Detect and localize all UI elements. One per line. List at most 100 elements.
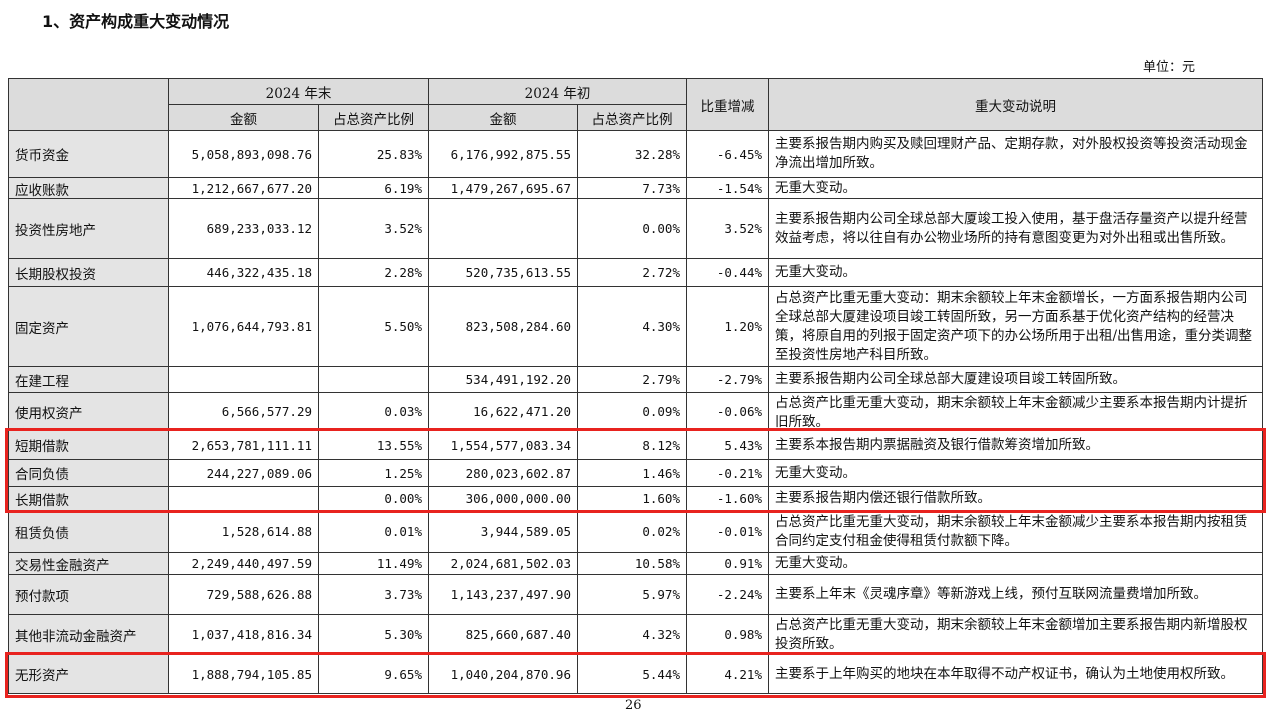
end-amount-cell: 446,322,435.18 [168, 258, 319, 287]
start-ratio-cell-text: 1.60% [642, 491, 680, 506]
end-amount-cell-text: 689,233,033.12 [206, 221, 312, 236]
start-ratio-cell-text: 0.02% [642, 524, 680, 539]
item-cell: 固定资产 [8, 286, 169, 367]
end-ratio-cell-text: 3.73% [384, 587, 422, 602]
end-ratio-cell-text: 5.30% [384, 627, 422, 642]
start-amount-cell-text: 534,491,192.20 [465, 372, 571, 387]
table-row: 在建工程 534,491,192.20 2.79% -2.79% 主要系报告期内公司全球… [8, 366, 1263, 393]
explanation-cell-text: 占总资产比重无重大变动，期末余额较上年末金额减少主要系本报告期内按租赁合同约定支… [775, 513, 1248, 549]
item-cell: 短期借款 [8, 430, 169, 460]
start-ratio-cell-text: 10.58% [634, 556, 680, 571]
explanation-cell-text: 主要系本报告期内票据融资及银行借款筹资增加所致。 [775, 436, 1099, 453]
start-ratio-cell-text: 5.97% [642, 587, 680, 602]
explanation-cell: 主要系于上年购买的地块在本年取得不动产权证书，确认为土地使用权所致。 [768, 654, 1263, 694]
start-amount-cell: 823,508,284.60 [428, 286, 578, 367]
change-cell: -2.24% [686, 574, 769, 615]
explanation-cell-text: 主要系上年末《灵魂序章》等新游戏上线，预付互联网流量费增加所致。 [775, 586, 1207, 602]
end-ratio-cell-text: 3.52% [384, 221, 422, 236]
explanation-cell-text: 主要系报告期内公司全球总部大厦建设项目竣工转固所致。 [775, 371, 1126, 387]
explanation-cell-text: 主要系报告期内偿还银行借款所致。 [775, 490, 991, 506]
start-amount-cell: 6,176,992,875.55 [428, 130, 578, 178]
item-cell-text: 在建工程 [15, 373, 69, 390]
change-cell: 3.52% [686, 198, 769, 259]
end-ratio-cell: 0.03% [318, 392, 429, 431]
start-amount-cell: 1,479,267,695.67 [428, 177, 578, 199]
start-amount-cell [428, 198, 578, 259]
end-ratio-cell: 9.65% [318, 654, 429, 694]
start-amount-cell: 2,024,681,502.03 [428, 552, 578, 575]
end-amount-cell-text: 5,058,893,098.76 [191, 146, 312, 162]
end-amount-cell-text: 729,588,626.88 [206, 587, 312, 602]
item-cell-text: 投资性房地产 [15, 222, 96, 239]
end-amount-cell [168, 486, 319, 511]
explanation-cell: 无重大变动。 [768, 552, 1263, 575]
end-amount-cell: 1,037,418,816.34 [168, 614, 319, 655]
header-item [8, 78, 169, 131]
end-amount-cell-text: 1,037,418,816.34 [191, 627, 312, 642]
change-cell-text: -0.44% [716, 265, 762, 280]
change-cell: -0.01% [686, 510, 769, 553]
end-ratio-cell: 5.50% [318, 286, 429, 367]
table-row: 租赁负债 1,528,614.88 0.01% 3,944,589.05 0.02% -0… [8, 510, 1263, 553]
explanation-cell: 无重大变动。 [768, 177, 1263, 199]
change-cell: 4.21% [686, 654, 769, 694]
table-row: 应收账款 1,212,667,677.20 6.19% 1,479,267,695.6… [8, 177, 1263, 199]
header-start-2024: 2024 年初 [428, 78, 687, 105]
explanation-cell-text: 无重大变动。 [775, 555, 856, 571]
start-amount-cell-text: 1,143,237,497.90 [450, 587, 571, 602]
item-cell-text: 无形资产 [15, 668, 69, 684]
start-amount-cell-text: 3,944,589.05 [480, 524, 571, 539]
end-ratio-cell: 11.49% [318, 552, 429, 575]
explanation-cell: 无重大变动。 [768, 258, 1263, 287]
end-ratio-cell-text: 6.19% [384, 180, 422, 196]
end-amount-cell-text: 6,566,577.29 [221, 404, 312, 419]
start-ratio-cell: 32.28% [577, 130, 687, 178]
end-ratio-cell-text: 0.01% [384, 524, 422, 539]
end-amount-cell: 1,888,794,105.85 [168, 654, 319, 694]
explanation-cell-text: 无重大变动。 [775, 464, 856, 481]
end-ratio-cell-text: 13.55% [376, 437, 422, 453]
item-cell-text: 短期借款 [15, 439, 69, 455]
start-ratio-cell-text: 2.72% [642, 265, 680, 280]
start-amount-cell: 16,622,471.20 [428, 392, 578, 431]
end-amount-cell: 2,249,440,497.59 [168, 552, 319, 575]
end-ratio-cell: 5.30% [318, 614, 429, 655]
table-row: 交易性金融资产 2,249,440,497.59 11.49% 2,024,681,5… [8, 552, 1263, 575]
item-cell: 交易性金融资产 [8, 552, 169, 575]
explanation-cell: 主要系报告期内公司全球总部大厦竣工投入使用，基于盘活存量资产以提升经营效益考虑，… [768, 198, 1263, 259]
table-row: 预付款项 729,588,626.88 3.73% 1,143,237,497.90 5… [8, 574, 1263, 615]
start-amount-cell-text: 1,040,204,870.96 [450, 666, 571, 682]
explanation-cell: 无重大变动。 [768, 459, 1263, 487]
end-amount-cell: 2,653,781,111.11 [168, 430, 319, 460]
change-cell-text: -0.06% [716, 404, 762, 419]
start-amount-cell-text: 1,554,577,083.34 [450, 437, 571, 453]
item-cell: 长期借款 [8, 486, 169, 511]
header-end-2024: 2024 年末 [168, 78, 429, 105]
start-ratio-cell: 1.60% [577, 486, 687, 511]
end-amount-cell: 5,058,893,098.76 [168, 130, 319, 178]
change-cell: -1.54% [686, 177, 769, 199]
start-amount-cell: 520,735,613.55 [428, 258, 578, 287]
explanation-cell-text: 主要系报告期内公司全球总部大厦竣工投入使用，基于盘活存量资产以提升经营效益考虑，… [775, 210, 1248, 246]
item-cell-text: 使用权资产 [15, 405, 83, 422]
item-cell-text: 固定资产 [15, 320, 69, 337]
start-amount-cell-text: 6,176,992,875.55 [450, 146, 571, 162]
explanation-cell-text: 主要系于上年购买的地块在本年取得不动产权证书，确认为土地使用权所致。 [775, 665, 1234, 682]
end-ratio-cell [318, 366, 429, 393]
start-amount-cell: 534,491,192.20 [428, 366, 578, 393]
end-amount-cell: 689,233,033.12 [168, 198, 319, 259]
item-cell-text: 应收账款 [15, 182, 69, 198]
change-cell-text: 0.91% [724, 556, 762, 571]
item-cell-text: 租赁负债 [15, 525, 69, 542]
end-amount-cell: 1,076,644,793.81 [168, 286, 319, 367]
item-cell: 无形资产 [8, 654, 169, 694]
end-ratio-cell: 3.52% [318, 198, 429, 259]
explanation-cell-text: 占总资产比重无重大变动：期末余额较上年末金额增长，一方面系报告期内公司全球总部大… [775, 289, 1253, 363]
start-amount-cell-text: 280,023,602.87 [465, 465, 571, 481]
start-ratio-cell-text: 0.09% [642, 404, 680, 419]
start-ratio-cell-text: 2.79% [642, 372, 680, 387]
end-amount-cell: 6,566,577.29 [168, 392, 319, 431]
change-cell-text: 1.20% [724, 319, 762, 334]
end-ratio-cell-text: 1.25% [384, 465, 422, 481]
end-ratio-cell: 25.83% [318, 130, 429, 178]
